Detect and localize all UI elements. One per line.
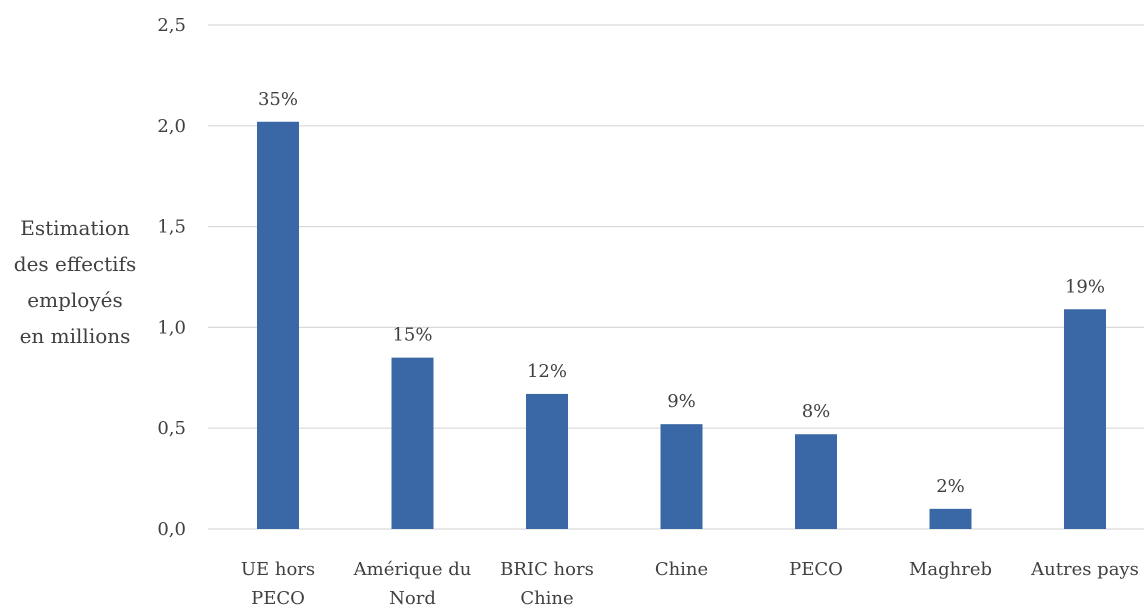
y-axis-label-line: employés xyxy=(27,288,122,312)
bar xyxy=(391,357,434,529)
data-label: 12% xyxy=(527,361,567,382)
data-labels: 35% 15% 12% 9% 8% 2% 19% xyxy=(258,89,1105,497)
y-axis-label: Estimation des effectifs employés en millio… xyxy=(14,216,136,348)
data-label: 19% xyxy=(1065,276,1105,297)
x-category-label: Amérique du Nord xyxy=(353,559,472,609)
gridlines xyxy=(208,24,1144,530)
data-label: 35% xyxy=(258,89,298,110)
x-category-line: Autres pays xyxy=(1030,559,1139,580)
y-tick-label: 2,0 xyxy=(157,116,186,137)
y-tick-label: 0,5 xyxy=(157,418,186,439)
y-axis-ticks: 0,0 0,5 1,0 1,5 2,0 2,5 xyxy=(157,15,186,540)
x-category-line: PECO xyxy=(789,559,843,580)
y-tick-label: 2,5 xyxy=(157,15,186,36)
data-label: 9% xyxy=(667,391,696,412)
x-category-label: Autres pays xyxy=(1030,559,1139,580)
data-label: 8% xyxy=(802,401,831,422)
x-category-label: UE hors PECO xyxy=(241,559,315,609)
x-category-label: BRIC hors Chine xyxy=(500,559,594,609)
x-category-line: Chine xyxy=(520,588,573,609)
bar xyxy=(1064,309,1106,529)
data-label: 15% xyxy=(392,325,432,346)
bars xyxy=(257,121,1106,529)
bar xyxy=(660,424,703,529)
x-category-line: Nord xyxy=(389,588,436,609)
bar xyxy=(929,508,972,529)
x-category-label: Maghreb xyxy=(909,559,992,580)
x-category-line: Amérique du xyxy=(353,559,472,580)
bar xyxy=(257,121,299,529)
bar xyxy=(526,393,568,529)
x-category-label: PECO xyxy=(789,559,843,580)
data-label: 2% xyxy=(936,476,965,497)
y-tick-label: 1,5 xyxy=(157,217,186,238)
y-tick-label: 0,0 xyxy=(157,519,186,540)
y-tick-label: 1,0 xyxy=(157,317,186,338)
x-category-line: UE hors xyxy=(241,559,315,580)
y-axis-label-line: Estimation xyxy=(20,216,130,240)
x-category-line: Chine xyxy=(655,559,708,580)
x-axis-categories: UE hors PECO Amérique du Nord BRIC hors Chine… xyxy=(241,559,1139,609)
y-axis-label-line: en millions xyxy=(20,324,131,348)
x-category-label: Chine xyxy=(655,559,708,580)
x-category-line: PECO xyxy=(251,588,305,609)
bar xyxy=(795,434,837,529)
x-category-line: Maghreb xyxy=(909,559,992,580)
x-category-line: BRIC hors xyxy=(500,559,594,580)
y-axis-label-line: des effectifs xyxy=(14,252,136,276)
